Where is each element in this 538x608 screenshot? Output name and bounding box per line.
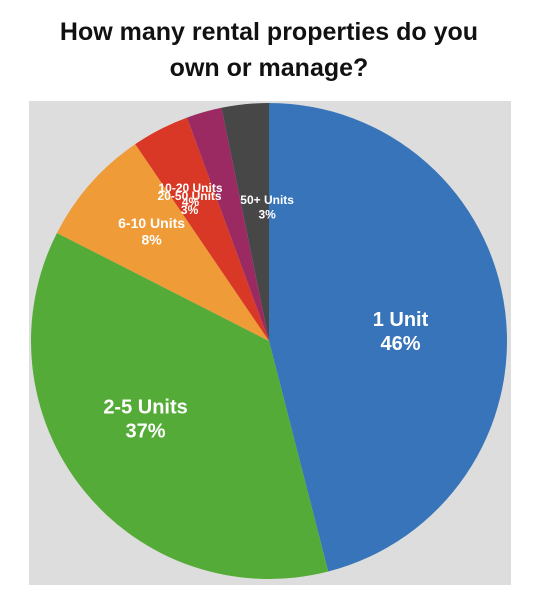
slice-percent-1-unit: 46% xyxy=(380,333,420,355)
slice-percent-10-20-units: 4% xyxy=(182,195,200,209)
slice-label-50-units: 50+ Units xyxy=(240,193,294,207)
slice-percent-50-units: 3% xyxy=(258,207,276,221)
slice-label-6-10-units: 6-10 Units xyxy=(118,215,185,231)
slice-label-20-50-units: 20-50 Units xyxy=(158,189,222,203)
slice-percent-2-5-units: 37% xyxy=(126,420,166,442)
pie-slice-2-5-units xyxy=(30,232,329,579)
plot-area: 1 Unit 46% 2-5 Units 37% 6-10 Units 8% 10-20 U… xyxy=(29,101,511,585)
slice-label-1-unit: 1 Unit xyxy=(373,309,429,331)
chart-title-line-2: own or manage? xyxy=(169,54,369,82)
pie-slice-20-50-units xyxy=(186,107,269,341)
slice-label-10-20-units: 10-20 Units xyxy=(158,181,222,195)
chart-title: How many rental properties do you own or… xyxy=(20,14,518,86)
pie-slice-6-10-units xyxy=(56,144,269,341)
pie-slice-1-unit xyxy=(269,103,508,572)
pie-slice-50-units xyxy=(221,103,269,341)
pie-slice-10-20-units xyxy=(135,117,269,341)
slice-percent-20-50-units: 3% xyxy=(181,203,199,217)
slice-percent-6-10-units: 8% xyxy=(141,232,162,248)
chart-title-line-1: How many rental properties do you xyxy=(59,18,479,46)
slice-label-2-5-units: 2-5 Units xyxy=(103,396,187,418)
